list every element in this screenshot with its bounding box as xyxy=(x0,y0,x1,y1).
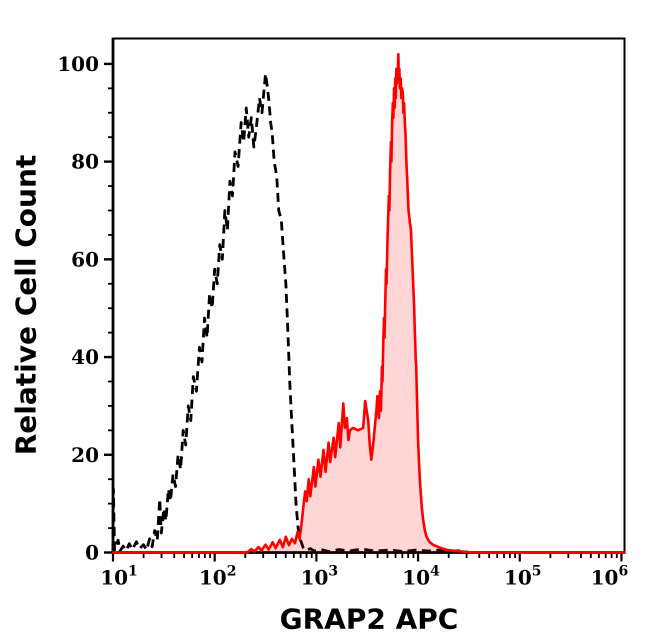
y-tick-label: 100 xyxy=(57,52,99,76)
control-dashed-curve xyxy=(111,72,470,554)
x-tick-label: 102 xyxy=(199,564,237,590)
y-tick-label: 40 xyxy=(71,345,99,369)
y-tick-label: 60 xyxy=(71,247,99,271)
y-tick-label: 80 xyxy=(71,150,99,174)
y-tick-label: 0 xyxy=(85,541,99,565)
x-tick-label: 105 xyxy=(504,564,542,590)
x-tick-label: 106 xyxy=(591,564,629,590)
x-tick-label: 103 xyxy=(301,564,339,590)
sample-curve xyxy=(111,52,626,554)
sample-filled-area xyxy=(113,54,625,553)
x-axis-title: GRAP2 APC xyxy=(279,602,459,636)
y-tick-label: 20 xyxy=(71,443,99,467)
x-tick-label: 104 xyxy=(402,564,440,590)
x-tick-label: 101 xyxy=(100,564,138,590)
y-axis-title: Relative Cell Count xyxy=(9,154,43,456)
